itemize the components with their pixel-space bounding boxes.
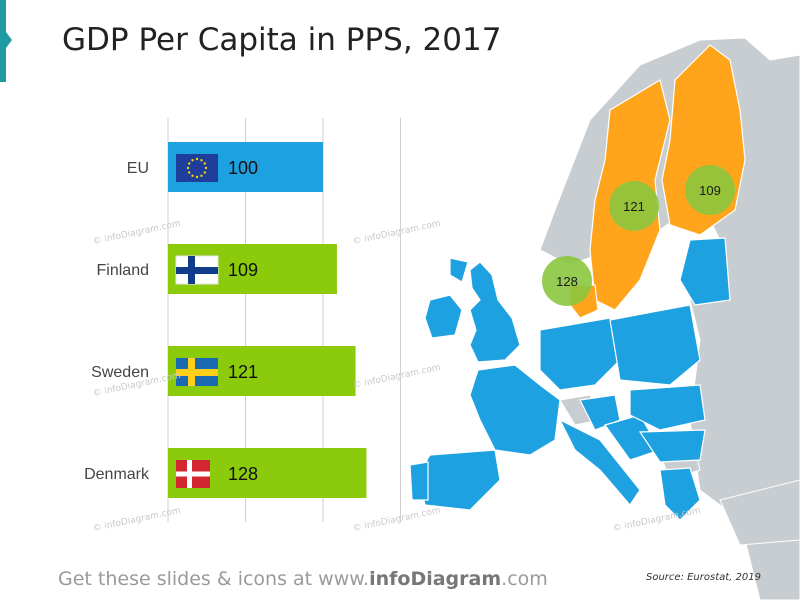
category-label: Finland (97, 262, 149, 279)
category-label: Sweden (91, 364, 149, 381)
map-bubble: 121 (609, 181, 659, 231)
bubble-value: 109 (699, 183, 721, 198)
footer-prefix: Get these slides & icons at www. (58, 568, 370, 590)
source-note: Source: Eurostat, 2019 (646, 572, 761, 583)
eu-flag-icon (176, 154, 218, 182)
map-bubbles: 109 121 128 (542, 165, 735, 306)
footer-suffix: .com (501, 568, 548, 590)
value-label: 100 (228, 158, 258, 178)
eu-land (409, 237, 731, 521)
finland-flag-icon (175, 255, 219, 285)
map-bubble: 109 (685, 165, 735, 215)
bubble-value: 128 (556, 274, 578, 289)
footer-text: Get these slides & icons at www.infoDiag… (58, 568, 548, 590)
map-bubble: 128 (542, 256, 592, 306)
accent-bar-left (0, 0, 6, 82)
bubble-value: 121 (623, 199, 645, 214)
denmark-flag-icon (176, 460, 210, 488)
sweden-flag-icon (176, 358, 218, 386)
category-label: EU (127, 160, 149, 177)
value-label: 128 (228, 464, 258, 484)
value-label: 121 (228, 362, 258, 382)
accent-arrow-icon (6, 32, 12, 48)
page-title: GDP Per Capita in PPS, 2017 (62, 22, 502, 58)
value-label: 109 (228, 260, 258, 280)
footer-brand: infoDiagram (369, 568, 502, 590)
category-label: Denmark (84, 466, 150, 483)
